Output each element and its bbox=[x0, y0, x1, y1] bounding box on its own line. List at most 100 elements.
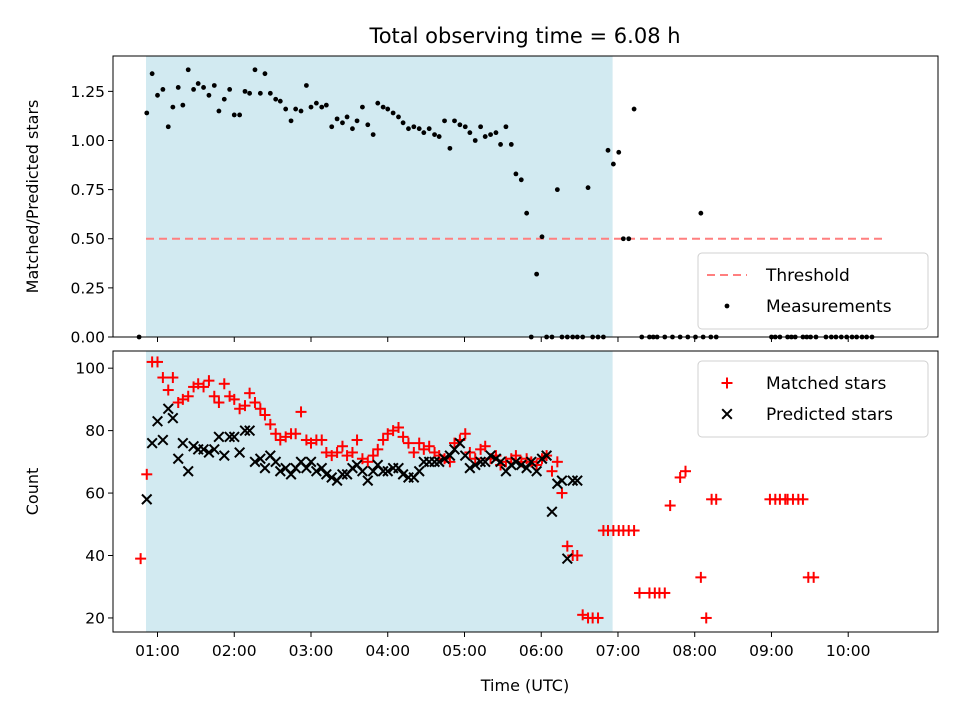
data-point bbox=[495, 456, 507, 468]
data-point bbox=[254, 453, 266, 465]
data-point bbox=[141, 468, 153, 480]
data-point bbox=[206, 92, 212, 98]
data-point bbox=[354, 118, 360, 124]
data-point bbox=[208, 390, 220, 402]
data-point bbox=[464, 462, 476, 474]
data-point bbox=[320, 468, 332, 480]
y-tick-label: 0.75 bbox=[70, 181, 105, 199]
data-point bbox=[244, 387, 256, 399]
data-point bbox=[198, 381, 210, 393]
data-point bbox=[452, 118, 457, 124]
x-tick-label: 10:00 bbox=[826, 642, 871, 660]
data-point bbox=[585, 185, 591, 191]
data-point bbox=[498, 142, 503, 147]
data-point bbox=[152, 415, 164, 427]
legend-marker bbox=[721, 408, 733, 420]
data-point bbox=[249, 456, 261, 468]
data-point bbox=[439, 453, 451, 465]
data-point bbox=[323, 102, 329, 108]
data-point bbox=[429, 456, 441, 468]
observing-span bbox=[146, 351, 613, 632]
data-point bbox=[444, 456, 456, 468]
legend-box bbox=[697, 360, 929, 438]
x-tick-label: 05:00 bbox=[442, 642, 487, 660]
data-point bbox=[392, 462, 404, 474]
x-tick-label: 07:00 bbox=[596, 642, 641, 660]
data-point bbox=[413, 465, 425, 477]
data-point bbox=[285, 468, 297, 480]
data-point bbox=[698, 210, 704, 216]
data-point bbox=[426, 126, 432, 132]
data-point bbox=[416, 126, 422, 132]
data-point bbox=[561, 553, 573, 565]
data-point bbox=[534, 271, 540, 277]
data-point bbox=[231, 112, 237, 118]
x-tick-label: 06:00 bbox=[519, 642, 564, 660]
data-point bbox=[267, 90, 273, 96]
data-point bbox=[631, 106, 637, 112]
data-point bbox=[135, 553, 147, 565]
x-tick-label: 04:00 bbox=[365, 642, 410, 660]
data-point bbox=[362, 456, 374, 468]
data-point bbox=[797, 493, 809, 505]
legend-box bbox=[697, 252, 929, 330]
data-point bbox=[329, 124, 335, 130]
data-point bbox=[331, 446, 343, 458]
data-point bbox=[554, 187, 560, 193]
data-point bbox=[390, 110, 396, 116]
chart-title: Total observing time = 6.08 h bbox=[368, 24, 680, 48]
data-point bbox=[375, 100, 381, 106]
data-point bbox=[208, 443, 220, 455]
data-point bbox=[218, 378, 230, 390]
data-point bbox=[182, 465, 194, 477]
plot-area bbox=[135, 356, 820, 624]
data-point bbox=[556, 487, 568, 499]
data-point bbox=[392, 421, 404, 433]
legend-label: Threshold bbox=[765, 266, 850, 286]
data-point bbox=[149, 71, 155, 77]
data-point bbox=[457, 122, 463, 128]
data-point bbox=[270, 456, 282, 468]
data-point bbox=[334, 116, 340, 122]
data-point bbox=[288, 118, 294, 124]
data-point bbox=[433, 456, 445, 468]
data-point bbox=[216, 108, 222, 114]
data-point bbox=[436, 134, 442, 139]
data-point bbox=[234, 446, 246, 458]
data-point bbox=[510, 450, 522, 462]
data-point bbox=[313, 100, 319, 106]
data-point bbox=[170, 104, 176, 110]
data-point bbox=[346, 446, 358, 458]
data-point bbox=[808, 571, 820, 583]
data-point bbox=[432, 132, 437, 138]
data-point bbox=[259, 409, 271, 421]
data-point bbox=[242, 88, 248, 94]
data-point bbox=[141, 493, 153, 505]
data-point bbox=[152, 356, 164, 368]
data-point bbox=[239, 400, 251, 412]
data-point bbox=[531, 465, 543, 477]
data-point bbox=[513, 171, 519, 177]
legend-marker bbox=[724, 303, 730, 309]
data-point bbox=[218, 450, 230, 462]
data-point bbox=[546, 465, 558, 477]
data-point bbox=[475, 456, 487, 468]
y-tick-label: 60 bbox=[85, 485, 105, 503]
data-point bbox=[316, 434, 328, 446]
y-tick-label: 0.25 bbox=[70, 279, 105, 297]
data-point bbox=[237, 112, 243, 118]
data-point bbox=[472, 138, 478, 143]
data-point bbox=[372, 443, 384, 455]
data-point bbox=[561, 540, 573, 552]
x-tick-label: 02:00 bbox=[212, 642, 257, 660]
data-point bbox=[571, 550, 583, 562]
data-point bbox=[157, 372, 169, 384]
data-point bbox=[319, 104, 325, 110]
x-axis-label: Time (UTC) bbox=[480, 676, 569, 695]
data-point bbox=[633, 587, 645, 599]
data-point bbox=[228, 393, 240, 405]
data-point bbox=[249, 397, 261, 409]
data-point bbox=[482, 134, 488, 139]
legend-label: Matched stars bbox=[766, 374, 886, 394]
y-tick-label: 1.00 bbox=[70, 132, 105, 150]
